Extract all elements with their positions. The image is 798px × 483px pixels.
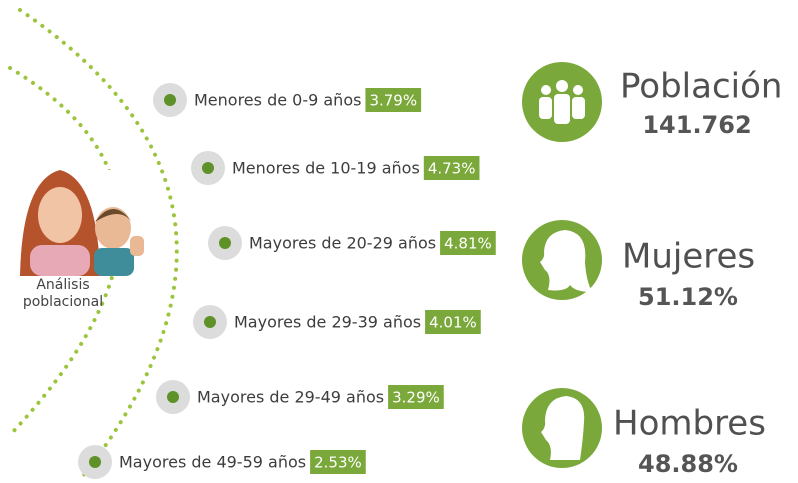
node-dot <box>164 94 176 106</box>
photo <box>14 170 144 276</box>
icons <box>522 62 602 468</box>
group-label: Mayores de 29-49 años <box>197 388 384 407</box>
group-percent: 3.79% <box>369 92 417 110</box>
group-label: Mayores de 20-29 años <box>249 234 436 253</box>
group-label: Mayores de 29-39 años <box>234 313 421 332</box>
node-dot <box>204 316 216 328</box>
stat-title: Población <box>620 67 782 107</box>
node-dot <box>202 162 214 174</box>
group-label: Mayores de 49-59 años <box>119 453 306 472</box>
percent-badge <box>310 450 366 474</box>
group-label: Menores de 10-19 años <box>232 159 420 178</box>
caption: Análisis <box>36 277 89 293</box>
node-dot <box>219 237 231 249</box>
caption: poblacional <box>23 294 103 310</box>
stat-value: 51.12% <box>638 283 738 311</box>
node-dot <box>89 456 101 468</box>
percent-badge <box>423 156 480 180</box>
percent-badge <box>440 231 496 255</box>
percent-badge <box>425 310 481 334</box>
group-percent: 4.73% <box>428 160 476 178</box>
node-dot <box>167 391 179 403</box>
group-percent: 3.29% <box>392 389 440 407</box>
percent-badge <box>365 88 422 112</box>
dotted-arc-outer <box>18 8 179 482</box>
group-label: Menores de 0-9 años <box>194 91 361 110</box>
stat-value: 48.88% <box>638 450 738 478</box>
stat-value: 141.762 <box>642 111 751 139</box>
stat-title: Hombres <box>613 404 766 444</box>
percent-badge <box>388 385 444 409</box>
stat-title: Mujeres <box>622 237 755 277</box>
group-percent: 4.81% <box>444 235 492 253</box>
group-percent: 4.01% <box>429 314 477 332</box>
group-percent: 2.53% <box>314 454 362 472</box>
